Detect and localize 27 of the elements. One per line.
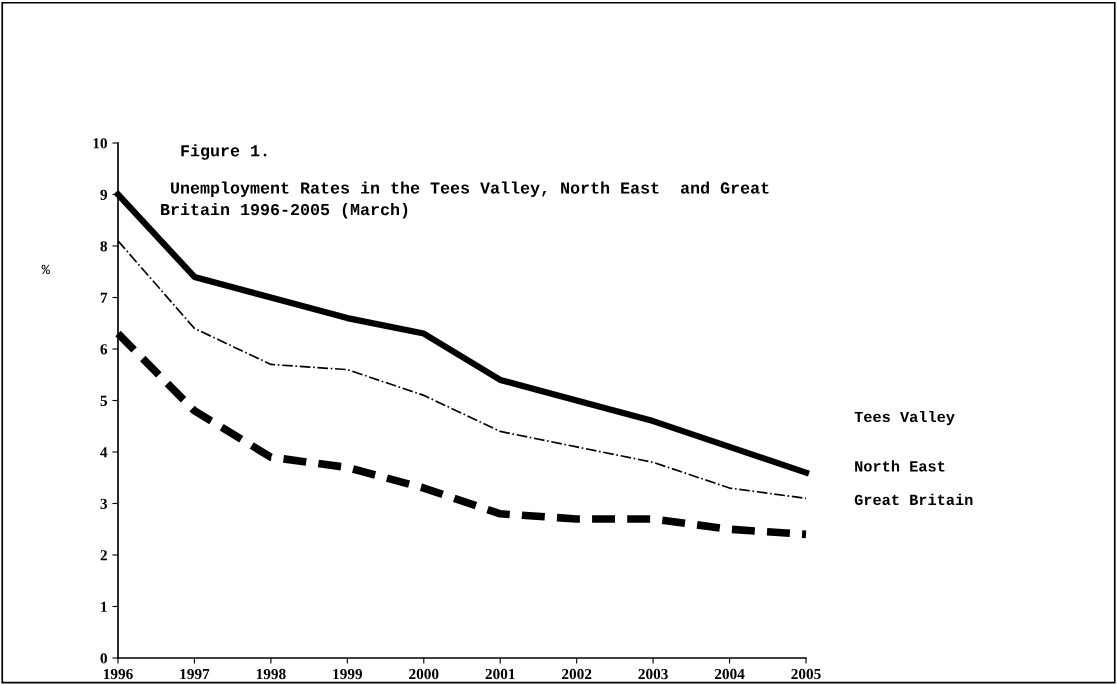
x-tick-label: 1996 <box>103 668 133 680</box>
text: Unemployment Rates in the Tees Valley, North East and Great Britain 1996-2005 (March) <box>161 181 769 219</box>
x-tick-label: 2002 <box>562 668 592 680</box>
y-tick-label: 8 <box>100 241 108 252</box>
y-tick-label: 1 <box>101 601 107 612</box>
y-tick-label: 4 <box>100 447 108 458</box>
text: Tees Valley <box>854 410 955 426</box>
y-axis-title: % <box>41 264 50 275</box>
x-tick-label: 2005 <box>791 668 821 680</box>
y-tick-label: 5 <box>100 395 108 406</box>
y-tick-label: 2 <box>100 550 107 561</box>
x-tick-label: 1998 <box>256 668 286 680</box>
x-tick-label: 2001 <box>485 668 515 680</box>
y-tick-label: 9 <box>100 189 108 200</box>
x-tick-label: 2004 <box>714 668 745 680</box>
x-tick-label: 1999 <box>333 668 363 680</box>
text: Great Britain <box>854 493 973 506</box>
y-tick-label: 0 <box>100 653 107 664</box>
y-tick-label: 3 <box>100 498 108 509</box>
y-tick-label: 7 <box>100 292 108 303</box>
y-tick-label: 10 <box>93 138 107 149</box>
x-tick-label: 1997 <box>180 668 210 680</box>
x-tick-label: 2000 <box>409 668 439 680</box>
text: North East <box>855 460 945 472</box>
x-tick-label: 2003 <box>638 668 668 680</box>
y-tick-label: 6 <box>100 344 108 355</box>
chart-title: Figure 1. <box>181 144 267 160</box>
